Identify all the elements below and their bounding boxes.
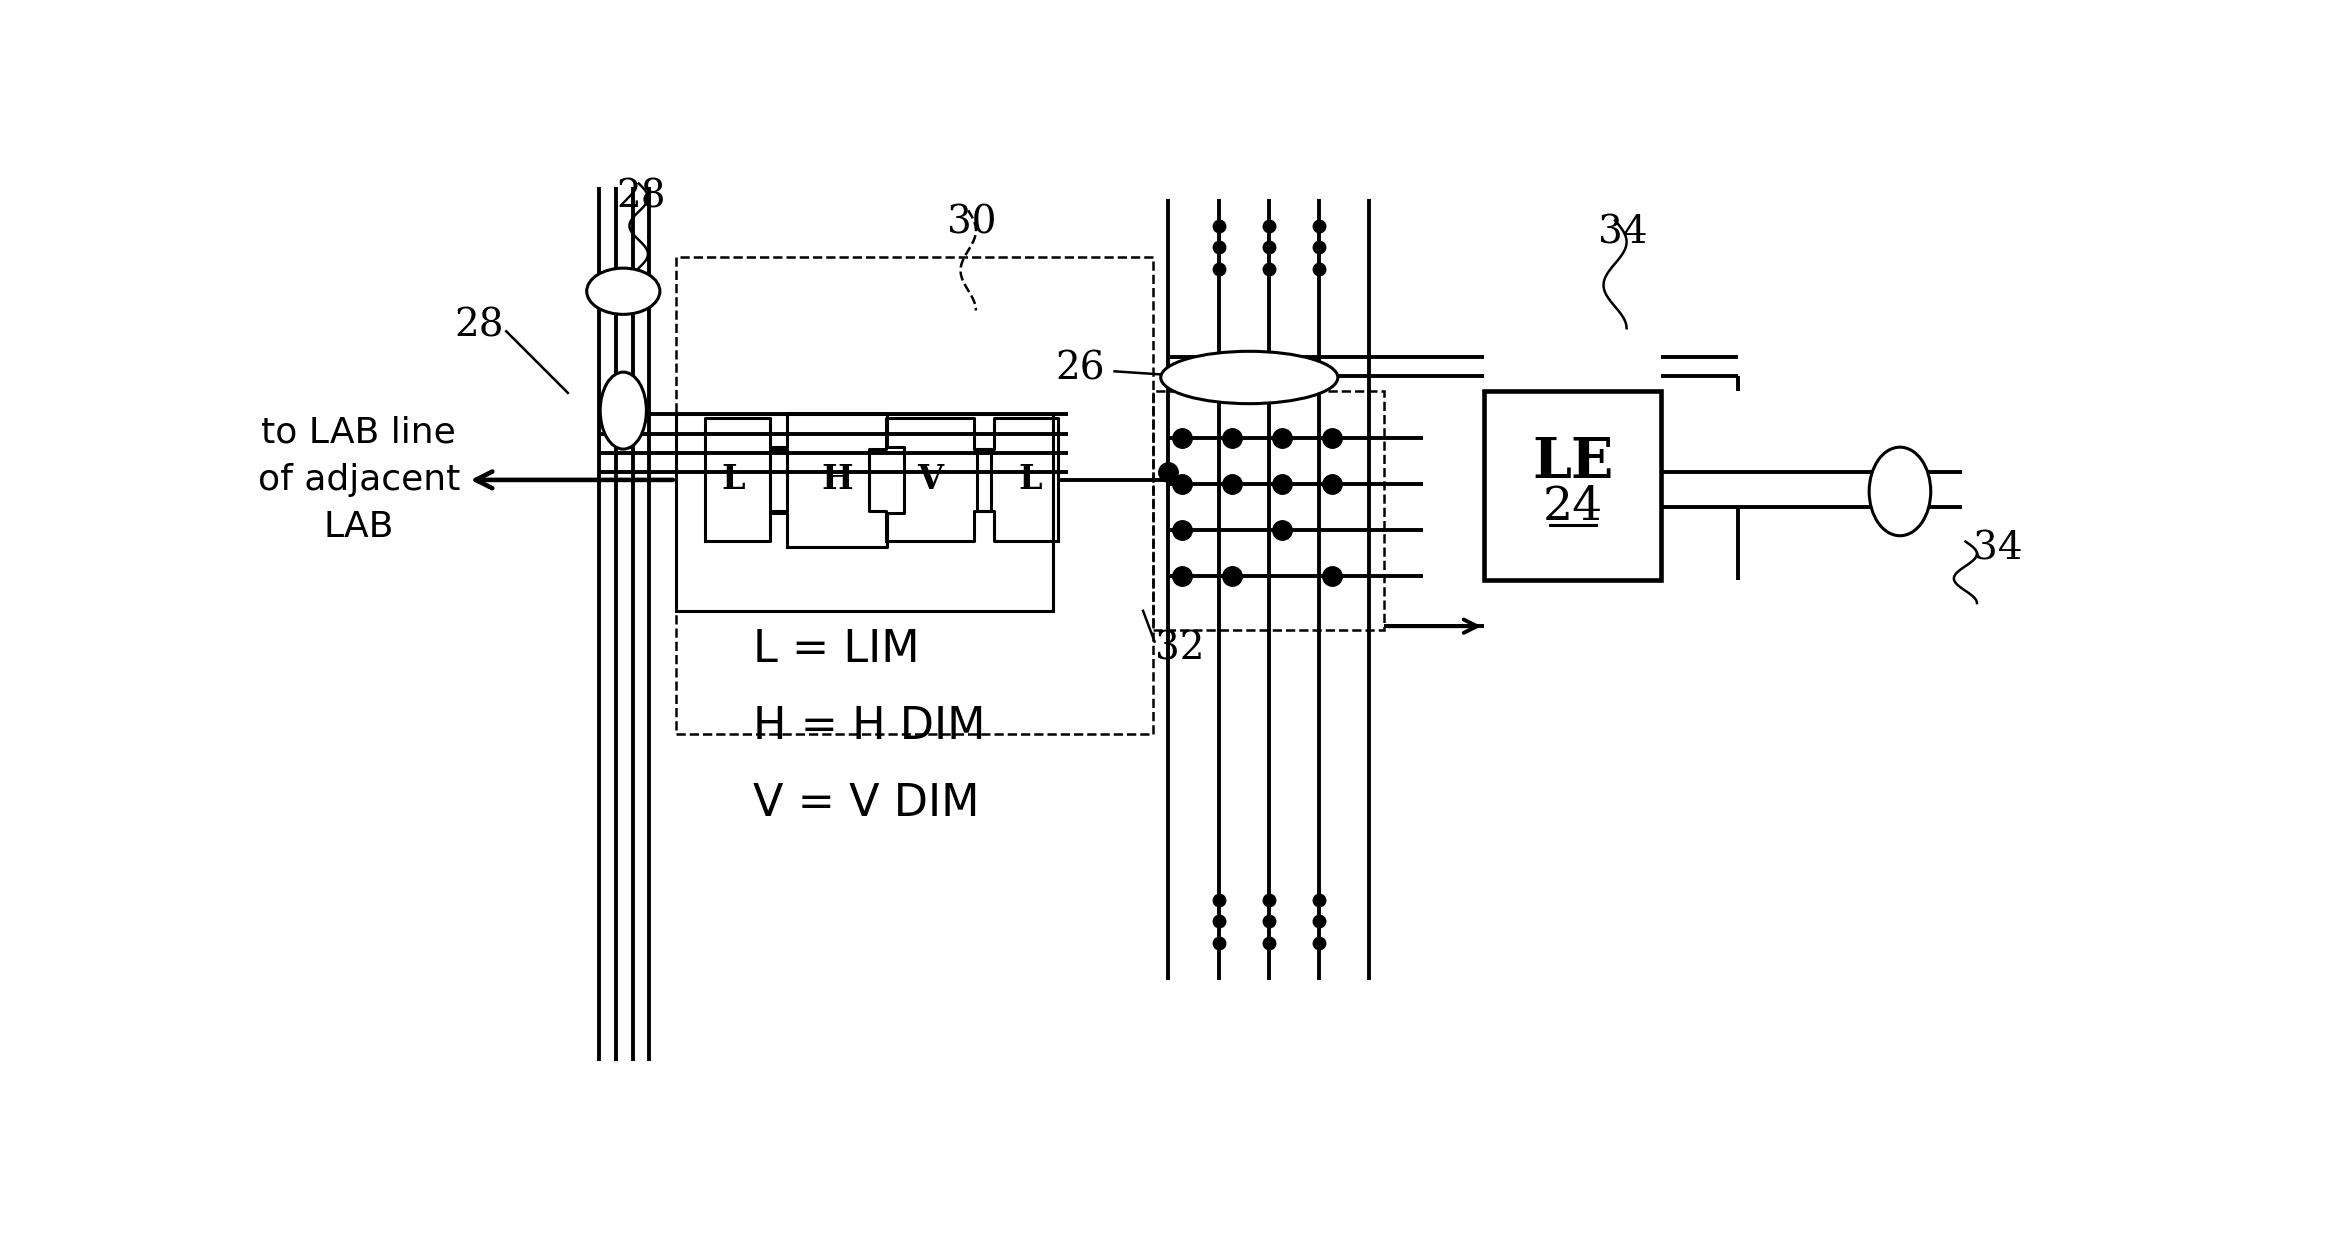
Text: 28: 28 bbox=[615, 179, 667, 215]
Bar bbox=[676, 257, 1154, 734]
Bar bbox=[1154, 392, 1383, 630]
Text: V: V bbox=[917, 464, 943, 496]
Bar bbox=[1484, 392, 1661, 580]
Text: 26: 26 bbox=[1055, 351, 1104, 388]
Text: LE: LE bbox=[1533, 435, 1612, 491]
Text: 30: 30 bbox=[948, 205, 997, 242]
Text: 28: 28 bbox=[454, 308, 503, 345]
Text: L = LIM
H = H DIM
V = V DIM: L = LIM H = H DIM V = V DIM bbox=[753, 627, 985, 825]
Text: 34: 34 bbox=[1973, 531, 2022, 568]
Text: H: H bbox=[821, 464, 854, 496]
Bar bbox=[676, 414, 1053, 611]
Text: 24: 24 bbox=[1542, 485, 1603, 531]
Text: L: L bbox=[721, 464, 744, 496]
Ellipse shape bbox=[1161, 351, 1338, 404]
Ellipse shape bbox=[587, 268, 660, 315]
Text: 34: 34 bbox=[1598, 215, 1647, 252]
Ellipse shape bbox=[599, 372, 646, 449]
Text: 32: 32 bbox=[1156, 631, 1205, 668]
Text: to LAB line
of adjacent
LAB: to LAB line of adjacent LAB bbox=[257, 415, 461, 544]
Text: L: L bbox=[1018, 464, 1041, 496]
Ellipse shape bbox=[1870, 448, 1930, 536]
